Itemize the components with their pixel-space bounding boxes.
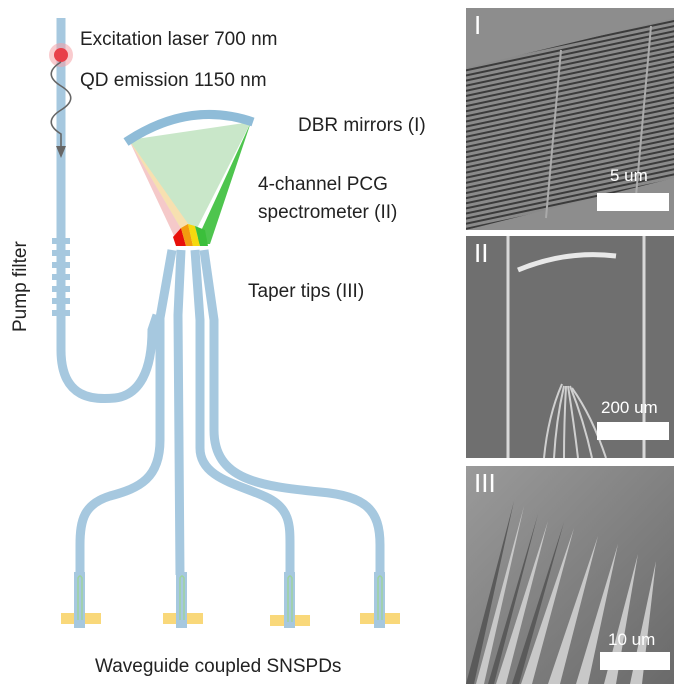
pcg-label-line2: spectrometer (II) — [258, 202, 397, 223]
panel-tag-i: I — [474, 10, 482, 40]
sem-panel-dbr: I 5 um — [466, 8, 674, 230]
scale-bar-ii — [597, 422, 669, 440]
excitation-label: Excitation laser 700 nm — [80, 29, 278, 50]
sem-panel-taper: III 10 um — [466, 466, 674, 684]
panel-tag-iii: III — [474, 468, 496, 498]
emission-wave-icon — [50, 61, 72, 148]
laser-spot-icon — [49, 43, 73, 67]
dbr-mirror-arc — [123, 109, 255, 146]
pump-filter — [52, 238, 70, 316]
sem-panel-pcg: II 200 um — [466, 236, 674, 458]
output-waveguides — [75, 249, 385, 576]
scale-bar-iii — [600, 652, 670, 670]
dbr-sem-image — [466, 8, 674, 230]
scale-label-ii: 200 um — [601, 398, 658, 417]
pump-filter-label: Pump filter — [10, 241, 31, 332]
taper-label: Taper tips (III) — [248, 281, 364, 302]
qd-emission-label: QD emission 1150 nm — [80, 70, 267, 91]
panel-tag-ii: II — [474, 238, 489, 268]
input-waveguide — [56, 18, 162, 404]
scale-label-i: 5 um — [610, 166, 648, 185]
taper-sem-image — [466, 466, 674, 684]
snspd-detectors — [61, 572, 400, 628]
scale-label-iii: 10 um — [608, 630, 656, 649]
snspd-label: Waveguide coupled SNSPDs — [95, 656, 341, 677]
pcg-label-line1: 4-channel PCG — [258, 174, 388, 195]
pcg-spectrometer — [123, 109, 255, 246]
scale-bar-i — [597, 193, 669, 211]
device-schematic: Excitation laser 700 nm QD emission 1150… — [10, 18, 426, 677]
dbr-label: DBR mirrors (I) — [298, 115, 426, 136]
pcg-sem-image — [466, 236, 674, 458]
emission-arrow-icon — [56, 146, 66, 158]
